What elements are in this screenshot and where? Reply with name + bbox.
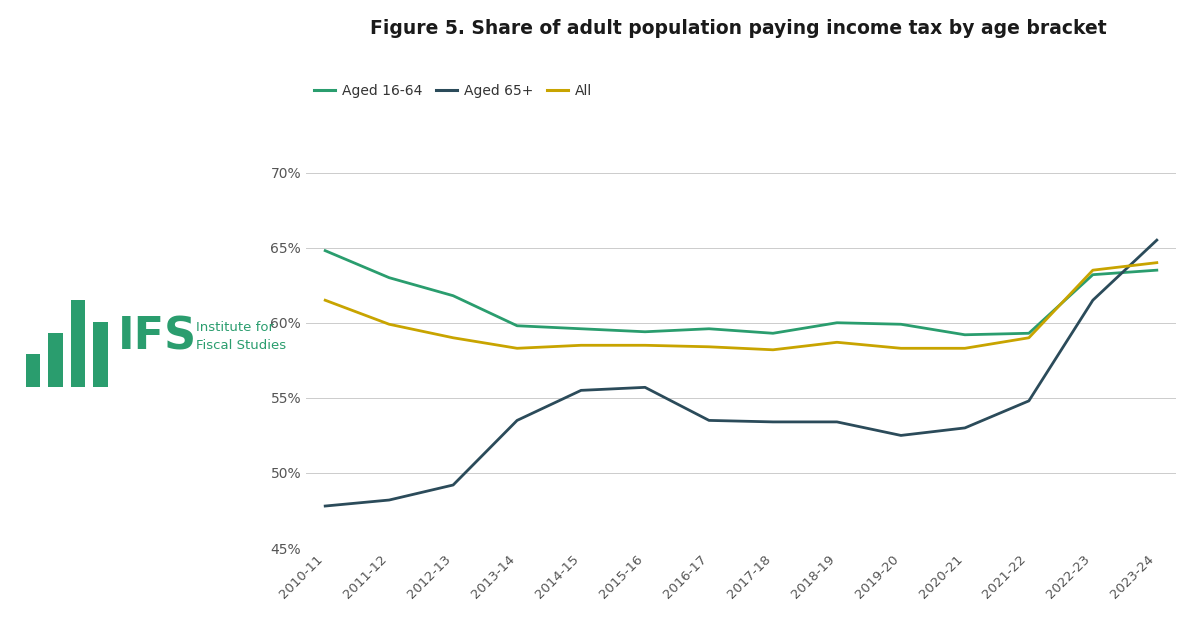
Bar — [25, 354, 40, 387]
Bar — [94, 322, 108, 387]
Text: IFS: IFS — [118, 316, 197, 358]
Bar — [48, 333, 62, 387]
Legend: Aged 16-64, Aged 65+, All: Aged 16-64, Aged 65+, All — [308, 79, 598, 103]
Text: Institute for: Institute for — [196, 321, 274, 334]
Text: Fiscal Studies: Fiscal Studies — [196, 339, 286, 352]
Text: Figure 5. Share of adult population paying income tax by age bracket: Figure 5. Share of adult population payi… — [370, 19, 1106, 38]
Bar — [71, 300, 85, 387]
